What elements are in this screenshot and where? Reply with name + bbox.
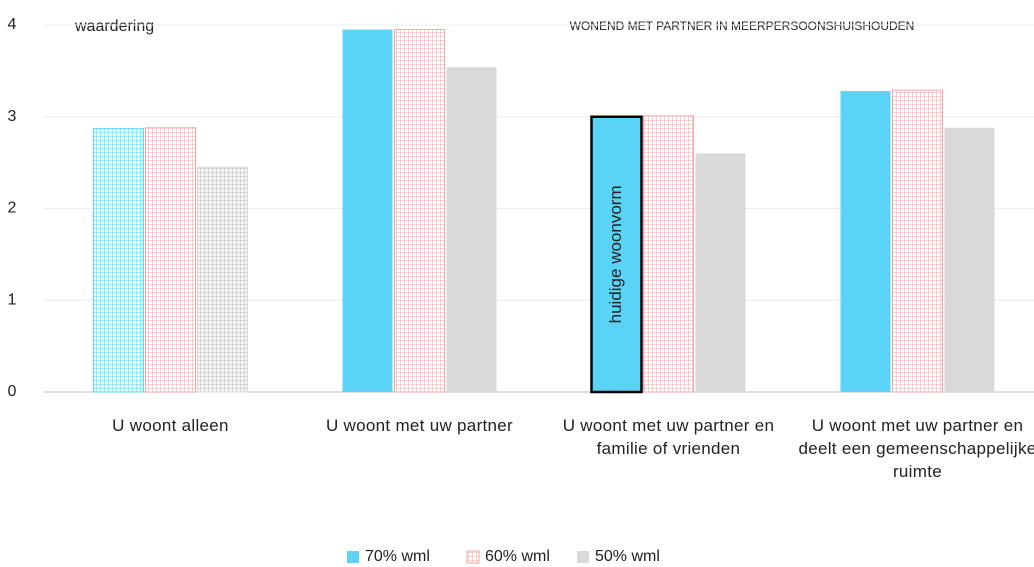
bar bbox=[446, 67, 497, 392]
bar bbox=[892, 89, 943, 393]
y-axis-label: waardering bbox=[74, 18, 154, 35]
bar bbox=[944, 127, 995, 392]
x-tick-label: U woont met uw partner en deelt een geme… bbox=[798, 416, 1034, 481]
chart-title: WONEND MET PARTNER IN MEERPERSOONSHUISHO… bbox=[570, 19, 915, 33]
bar bbox=[590, 115, 643, 394]
y-tick-label: 4 bbox=[8, 16, 17, 33]
legend-label: 50% wml bbox=[595, 548, 660, 565]
bar bbox=[93, 128, 144, 393]
legend-swatch bbox=[347, 551, 359, 563]
bar bbox=[643, 115, 694, 393]
x-tick-label: U woont alleen bbox=[112, 416, 229, 435]
bar bbox=[394, 29, 445, 393]
x-tick-label: U woont met uw partner en familie of vri… bbox=[562, 416, 775, 458]
y-tick-label: 1 bbox=[8, 291, 17, 308]
legend-label: 70% wml bbox=[365, 548, 430, 565]
y-tick-label: 2 bbox=[8, 200, 17, 217]
y-tick-label: 0 bbox=[8, 383, 17, 400]
annotation: huidige woonvorm bbox=[606, 185, 625, 323]
bar bbox=[197, 166, 248, 393]
legend-swatch bbox=[466, 550, 480, 564]
bar bbox=[342, 29, 393, 393]
bar bbox=[695, 153, 746, 392]
x-tick-label: U woont met uw partner bbox=[325, 416, 514, 435]
bar bbox=[145, 127, 196, 393]
y-tick-label: 3 bbox=[8, 108, 17, 125]
bar bbox=[840, 91, 891, 392]
legend-label: 60% wml bbox=[485, 548, 550, 565]
legend-swatch bbox=[577, 551, 589, 563]
